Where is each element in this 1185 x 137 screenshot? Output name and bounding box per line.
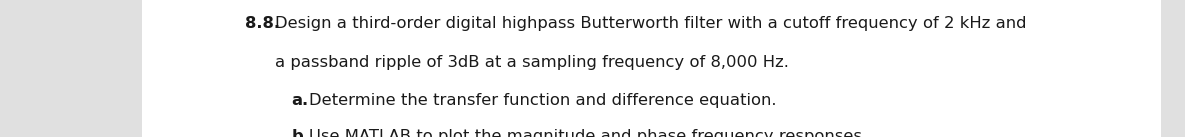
Text: a passband ripple of 3dB at a sampling frequency of 8,000 Hz.: a passband ripple of 3dB at a sampling f… (275, 55, 789, 70)
FancyBboxPatch shape (142, 0, 1161, 137)
Text: Use MATLAB to plot the magnitude and phase frequency responses.: Use MATLAB to plot the magnitude and pha… (309, 129, 867, 137)
Text: Determine the transfer function and difference equation.: Determine the transfer function and diff… (309, 93, 777, 108)
Text: a.: a. (292, 93, 308, 108)
Text: Design a third-order digital highpass Butterworth filter with a cutoff frequency: Design a third-order digital highpass Bu… (275, 16, 1026, 31)
Text: b.: b. (292, 129, 309, 137)
Text: 8.8.: 8.8. (245, 16, 281, 31)
